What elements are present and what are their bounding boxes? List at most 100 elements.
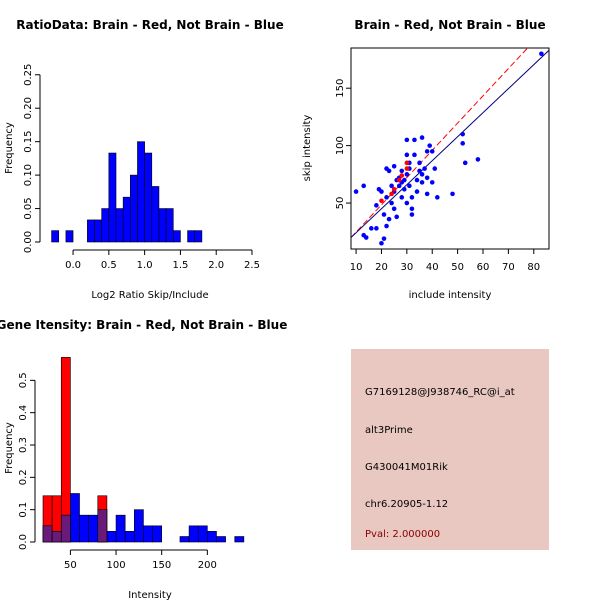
scatter-point-not-brain bbox=[386, 216, 392, 222]
gene-blue-bar bbox=[179, 536, 190, 543]
gene-blue-bar bbox=[70, 493, 80, 543]
info-panel: G7169128@J938746_RC@i_at alt3Prime G4300… bbox=[351, 349, 549, 550]
gene-blue-bar bbox=[134, 509, 144, 543]
gene-blue-bar bbox=[79, 514, 89, 543]
ratio-x-tick-label: 2.5 bbox=[244, 260, 260, 271]
gene-intensity-histogram-x-axis: 50 100 150 200 bbox=[64, 549, 217, 571]
gene-y-tick-label: 0.4 bbox=[18, 405, 29, 421]
scatter-point-not-brain bbox=[369, 226, 374, 231]
ratio-histogram-y-axis: 0.00 0.05 0.10 0.15 0.20 0.25 bbox=[23, 64, 41, 253]
gene-y-tick-label: 0.3 bbox=[18, 437, 29, 453]
scatter-point-not-brain bbox=[409, 206, 415, 212]
gene-blue-bar bbox=[115, 514, 126, 543]
scatter-point-not-brain bbox=[417, 168, 422, 174]
scatter-point-not-brain bbox=[419, 180, 425, 185]
scatter-identity-line bbox=[351, 48, 529, 238]
gene-blue-bar bbox=[207, 531, 217, 543]
scatter-point-not-brain bbox=[424, 149, 430, 154]
intensity-scatter-y-axis: 50 100 150 bbox=[335, 79, 351, 209]
intensity-scatter-lines bbox=[351, 48, 549, 238]
scatter-point-not-brain bbox=[391, 206, 397, 212]
scatter-point-not-brain bbox=[424, 191, 430, 197]
scatter-point-not-brain bbox=[389, 183, 394, 189]
scatter-point-not-brain bbox=[353, 189, 359, 194]
scatter-point-not-brain bbox=[374, 203, 379, 208]
scatter-y-tick-label: 100 bbox=[335, 136, 346, 155]
ratio-y-tick-label: 0.00 bbox=[23, 231, 34, 253]
genomic-location: chr6.20905-1.12 bbox=[365, 499, 449, 510]
scatter-point-not-brain bbox=[381, 212, 387, 217]
scatter-point-not-brain bbox=[462, 160, 468, 166]
ratio-blue-bar bbox=[51, 230, 60, 243]
scatter-x-tick-label: 40 bbox=[426, 262, 439, 273]
gene-overlap-bar bbox=[60, 514, 71, 543]
scatter-point-not-brain bbox=[361, 183, 366, 189]
scatter-point-not-brain bbox=[402, 186, 407, 192]
gene-intensity-histogram-title: Gene Itensity: Brain - Red, Not Brain - … bbox=[0, 318, 287, 332]
pval-text: Pval: 2.000000 bbox=[365, 529, 441, 540]
scatter-point-not-brain bbox=[384, 195, 389, 200]
scatter-x-tick-label: 60 bbox=[477, 262, 490, 273]
ratio-x-tick-label: 1.0 bbox=[137, 260, 153, 271]
scatter-point-not-brain bbox=[424, 175, 430, 181]
scatter-x-tick-label: 80 bbox=[527, 262, 540, 273]
scatter-x-tick-label: 30 bbox=[400, 262, 413, 273]
probe-id: G7169128@J938746_RC@i_at bbox=[365, 387, 515, 398]
ratio-x-tick-label: 1.5 bbox=[172, 260, 188, 271]
scatter-point-not-brain bbox=[414, 189, 420, 194]
scatter-point-brain bbox=[404, 166, 410, 171]
scatter-point-not-brain bbox=[363, 235, 369, 240]
gene-name: G430041M01Rik bbox=[365, 462, 448, 473]
scatter-point-not-brain bbox=[394, 214, 399, 220]
scatter-point-not-brain bbox=[389, 200, 394, 206]
scatter-point-not-brain bbox=[391, 164, 397, 169]
scatter-point-not-brain bbox=[409, 195, 415, 200]
scatter-point-not-brain bbox=[399, 195, 405, 200]
scatter-point-not-brain bbox=[379, 240, 384, 246]
intensity-scatter-ylabel: skip intensity bbox=[302, 115, 313, 182]
ratio-blue-bar bbox=[115, 208, 124, 243]
scatter-point-not-brain bbox=[435, 195, 440, 200]
scatter-point-not-brain bbox=[396, 183, 402, 189]
ratio-x-tick-label: 0.0 bbox=[65, 260, 81, 271]
intensity-scatter-xlabel: include intensity bbox=[409, 290, 492, 301]
gene-y-tick-label: 0.2 bbox=[18, 469, 29, 485]
scatter-point-not-brain bbox=[407, 183, 412, 189]
gene-x-tick-label: 200 bbox=[198, 560, 217, 571]
ratio-histogram-ylabel: Frequency bbox=[4, 122, 15, 174]
ratio-y-tick-label: 0.10 bbox=[23, 164, 34, 186]
scatter-point-not-brain bbox=[381, 236, 387, 241]
scatter-point-not-brain bbox=[432, 166, 438, 171]
ratio-y-tick-label: 0.15 bbox=[23, 131, 34, 153]
intensity-scatter-frame bbox=[350, 47, 550, 250]
scatter-x-tick-label: 70 bbox=[502, 262, 515, 273]
ratio-blue-bar bbox=[130, 174, 138, 243]
gene-overlap-bar bbox=[42, 525, 53, 543]
scatter-x-tick-label: 50 bbox=[451, 262, 464, 273]
scatter-point-brain bbox=[379, 198, 384, 204]
intensity-scatter-points bbox=[353, 51, 544, 246]
ratio-histogram-xlabel: Log2 Ratio Skip/Include bbox=[91, 290, 208, 301]
gene-x-tick-label: 100 bbox=[106, 560, 125, 571]
scatter-point-not-brain bbox=[412, 152, 417, 158]
gene-blue-bar bbox=[152, 525, 162, 543]
scatter-point-not-brain bbox=[374, 226, 379, 231]
intensity-scatter-x-axis: 10 20 30 40 50 60 70 80 bbox=[350, 249, 540, 273]
scatter-point-brain bbox=[404, 160, 410, 166]
intensity-scatter: Brain - Red, Not Brain - Blue 10 20 30 40 50… bbox=[302, 18, 550, 301]
scatter-point-not-brain bbox=[386, 168, 392, 174]
gene-blue-bar bbox=[197, 525, 208, 543]
event-type: alt3Prime bbox=[365, 425, 413, 436]
scatter-point-not-brain bbox=[539, 51, 544, 57]
ratio-blue-bar bbox=[101, 208, 110, 243]
scatter-point-not-brain bbox=[414, 177, 420, 183]
ratio-y-tick-label: 0.25 bbox=[23, 64, 34, 86]
ratio-blue-bar bbox=[122, 196, 131, 243]
scatter-point-not-brain bbox=[404, 152, 410, 158]
gene-blue-bar bbox=[188, 525, 199, 543]
ratio-histogram: RatioData: Brain - Red, Not Brain - Blue… bbox=[4, 18, 284, 301]
gene-y-tick-label: 0.0 bbox=[18, 534, 29, 550]
gene-y-tick-label: 0.5 bbox=[18, 372, 29, 388]
scatter-point-not-brain bbox=[409, 212, 415, 217]
